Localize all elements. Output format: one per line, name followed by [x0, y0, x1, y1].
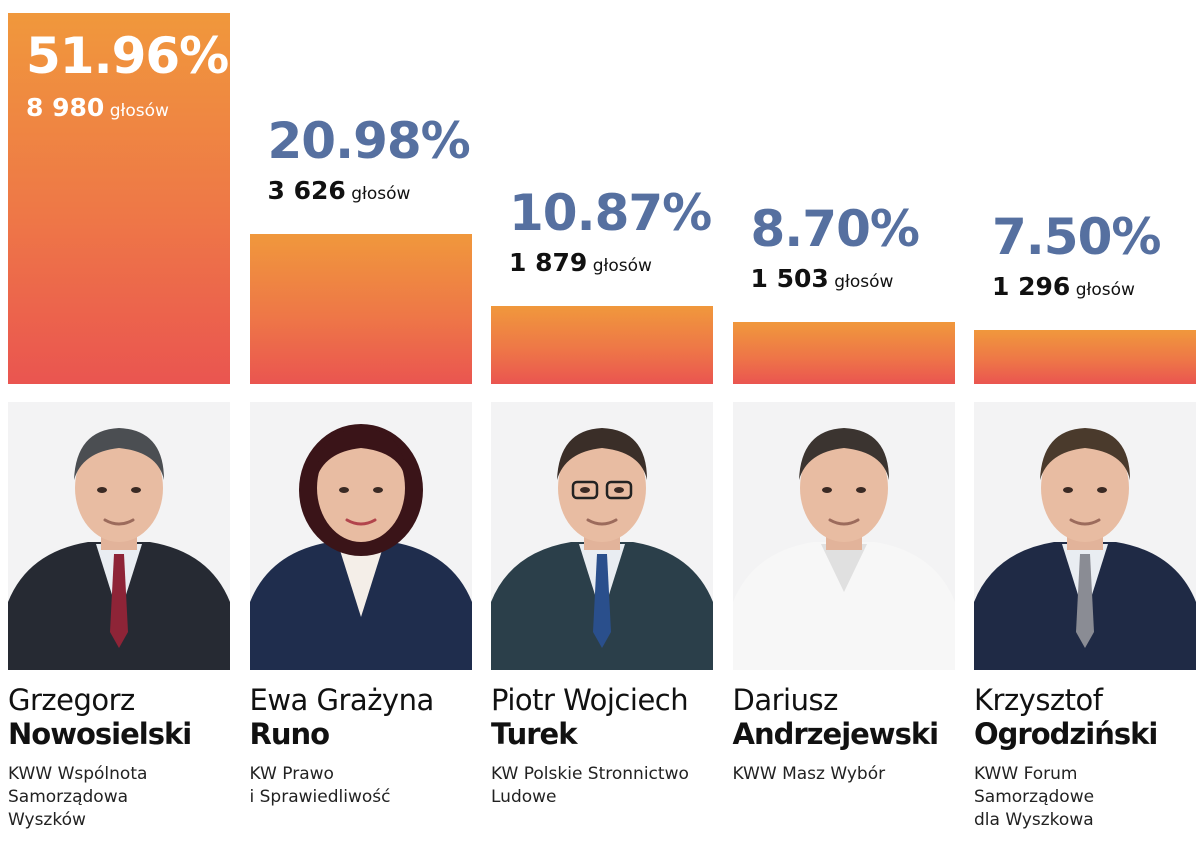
candidate-committee: KWW Forum Samorządowe dla Wyszkowa: [974, 764, 1095, 830]
eye-left: [1063, 487, 1073, 493]
head-shape: [1041, 434, 1129, 542]
tie-shape: [1076, 554, 1094, 648]
hair-shape: [1040, 428, 1130, 480]
percent-label: 8.70%: [750, 199, 920, 258]
collar-shape: [820, 544, 867, 592]
votes-unit: głosów: [828, 271, 894, 292]
eye-right: [614, 487, 624, 493]
votes-label: 3 626 głosów: [268, 178, 411, 203]
votes-count: 1 296: [992, 272, 1071, 302]
candidate-photo: [8, 402, 230, 670]
mouth-shape: [103, 518, 135, 526]
votes-label: 1 296 głosów: [992, 274, 1135, 299]
votes-label: 8 980 głosów: [26, 95, 169, 120]
votes-unit: głosów: [104, 101, 169, 121]
percent-label: 20.98%: [267, 112, 471, 171]
votes-unit: głosów: [1070, 280, 1135, 301]
candidate-column: 51.96% 8 980 głosów Grzegorz Nowosielski KWW…: [8, 0, 230, 852]
votes-count: 3 626: [267, 176, 346, 206]
candidate-column: 8.70% 1 503 głosów Dariusz Andrzejewski KWW …: [732, 0, 955, 852]
votes-count: 8 980: [26, 93, 105, 122]
votes-unit: głosów: [587, 256, 652, 277]
mouth-shape: [828, 518, 859, 526]
candidate-photo: [974, 402, 1196, 670]
eye-right: [372, 487, 383, 493]
votes-label: 1 879 głosów: [509, 250, 652, 275]
candidate-last-name: Nowosielski: [8, 717, 192, 751]
eye-right: [855, 487, 866, 493]
suit-shape: [732, 542, 955, 670]
portrait-illustration: [732, 428, 955, 670]
eye-left: [97, 487, 107, 493]
votes-label: 1 503 głosów: [751, 266, 894, 291]
portrait-illustration: [249, 424, 472, 670]
candidate-first-name: Dariusz: [732, 683, 839, 717]
eye-left: [821, 487, 832, 493]
candidate-first-name: Ewa Grażyna: [249, 683, 435, 717]
shirt-shape: [337, 544, 384, 617]
bar: [491, 306, 713, 384]
candidate-first-name: Grzegorz: [8, 683, 135, 717]
candidate-column: 7.50% 1 296 głosów Krzysztof Ogrodziński KWW…: [974, 0, 1196, 852]
mouth-shape: [345, 518, 376, 526]
portrait-illustration: [974, 428, 1196, 670]
percent-label: 7.50%: [992, 208, 1161, 267]
portrait-illustration: [8, 428, 230, 670]
percent-label: 10.87%: [509, 184, 712, 243]
candidate-photo: [491, 402, 713, 670]
eye-left: [338, 487, 349, 493]
bar: [732, 321, 955, 384]
mouth-shape: [1069, 518, 1101, 526]
candidate-committee: KW Prawo i Sprawiedliwość: [249, 764, 391, 807]
mouth-shape: [586, 518, 618, 526]
candidate-committee: KWW Masz Wybór: [732, 764, 886, 784]
tie-shape: [110, 554, 128, 648]
hair-shape: [74, 428, 164, 480]
candidate-first-name: Krzysztof: [974, 683, 1103, 717]
bar: [974, 330, 1196, 384]
hair-shape: [315, 428, 406, 480]
votes-count: 1 879: [509, 248, 588, 278]
votes-unit: głosów: [345, 184, 411, 205]
candidate-column: 10.87% 1 879 głosów Piotr Wojciech Turek KW …: [491, 0, 713, 852]
eye-right: [1097, 487, 1107, 493]
candidate-committee: KW Polskie Stronnictwo Ludowe: [491, 764, 689, 807]
percent-label: 51.96%: [26, 27, 229, 85]
hair-shape: [798, 428, 889, 480]
candidate-last-name: Runo: [249, 717, 331, 751]
candidate-photo: [249, 402, 472, 670]
eye-left: [580, 487, 590, 493]
eye-right: [131, 487, 141, 493]
candidate-last-name: Andrzejewski: [732, 717, 940, 751]
tie-shape: [593, 554, 611, 648]
candidate-photo: [732, 402, 955, 670]
bar: [249, 234, 472, 384]
bar: [8, 13, 230, 384]
head-shape: [75, 434, 163, 542]
votes-count: 1 503: [750, 263, 829, 293]
head-shape: [558, 434, 646, 542]
glasses-left: [571, 480, 599, 500]
head-shape: [316, 434, 405, 542]
glasses-right: [605, 480, 633, 500]
candidate-last-name: Ogrodziński: [974, 717, 1158, 751]
head-shape: [799, 434, 888, 542]
portrait-illustration: [491, 428, 713, 670]
candidate-last-name: Turek: [491, 717, 578, 751]
candidate-committee: KWW Wspólnota Samorządowa Wyszków: [8, 764, 148, 830]
hair-shape: [557, 428, 647, 480]
candidate-column: 20.98% 3 626 głosów Ewa Grażyna Runo KW Praw…: [249, 0, 472, 852]
candidate-first-name: Piotr Wojciech: [491, 683, 689, 717]
